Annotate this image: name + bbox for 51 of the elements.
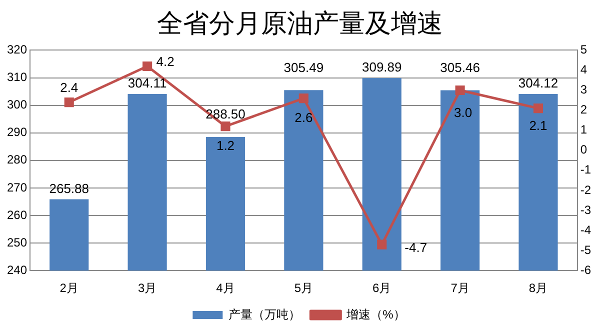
y-tick-label: 290 — [6, 125, 28, 140]
y-tick-label: 310 — [6, 70, 28, 84]
data-label: 265.88 — [49, 180, 89, 196]
data-label: 2.1 — [529, 118, 548, 133]
point — [64, 98, 74, 108]
legend-label: 增速（%） — [346, 307, 406, 322]
legend-label: 产量（万吨） — [228, 307, 301, 322]
point — [455, 85, 465, 96]
data-label: -4.7 — [404, 240, 428, 256]
y-tick-label: 300 — [6, 98, 28, 112]
y-tick-label: 260 — [6, 208, 28, 222]
data-label: 2.4 — [60, 80, 78, 95]
data-label: 4.2 — [156, 54, 174, 69]
y-tick-label: 280 — [6, 152, 28, 167]
data-label: 309.89 — [362, 60, 402, 75]
y-tick-label: 240 — [6, 262, 28, 277]
x-tick-label: 4月 — [216, 281, 235, 296]
x-tick-label: 3月 — [138, 281, 157, 296]
x-tick-label: 8月 — [528, 281, 548, 296]
point — [142, 61, 152, 72]
data-label: 304.11 — [128, 76, 167, 91]
y2-tick-label: -3 — [580, 202, 592, 217]
data-label: 305.49 — [284, 60, 324, 75]
y2-tick-label: 0 — [580, 142, 588, 157]
x-tick-label: 6月 — [372, 281, 392, 296]
chart-title: 全省分月原油产量及增速 — [156, 8, 444, 41]
data-label: 1.2 — [216, 138, 235, 153]
y2-tick-label: -4 — [580, 222, 592, 237]
x-tick-label: 5月 — [294, 281, 314, 296]
y2-tick-label: 5 — [580, 42, 588, 57]
y-tick-label: 250 — [6, 235, 28, 250]
point — [298, 94, 308, 104]
data-label: 305.46 — [440, 60, 480, 75]
data-label: 3.0 — [454, 104, 472, 120]
y2-tick-label: 4 — [580, 62, 588, 77]
data-label: 2.6 — [294, 110, 313, 125]
y2-tick-label: -6 — [580, 262, 592, 277]
y2-tick-label: -2 — [580, 182, 592, 197]
y-tick-label: 270 — [6, 180, 28, 194]
y-tick-label: 320 — [6, 42, 28, 57]
y2-tick-label: -1 — [580, 162, 592, 177]
point — [533, 104, 544, 114]
x-tick-label: 2月 — [60, 281, 78, 296]
y2-tick-label: -5 — [580, 242, 592, 257]
y2-tick-label: 1 — [580, 122, 588, 137]
y2-tick-label: 3 — [580, 82, 588, 97]
y2-tick-label: 2 — [580, 102, 588, 117]
point — [377, 240, 387, 250]
data-label: 304.12 — [518, 76, 558, 91]
x-tick-label: 7月 — [450, 281, 470, 296]
point — [220, 122, 230, 132]
